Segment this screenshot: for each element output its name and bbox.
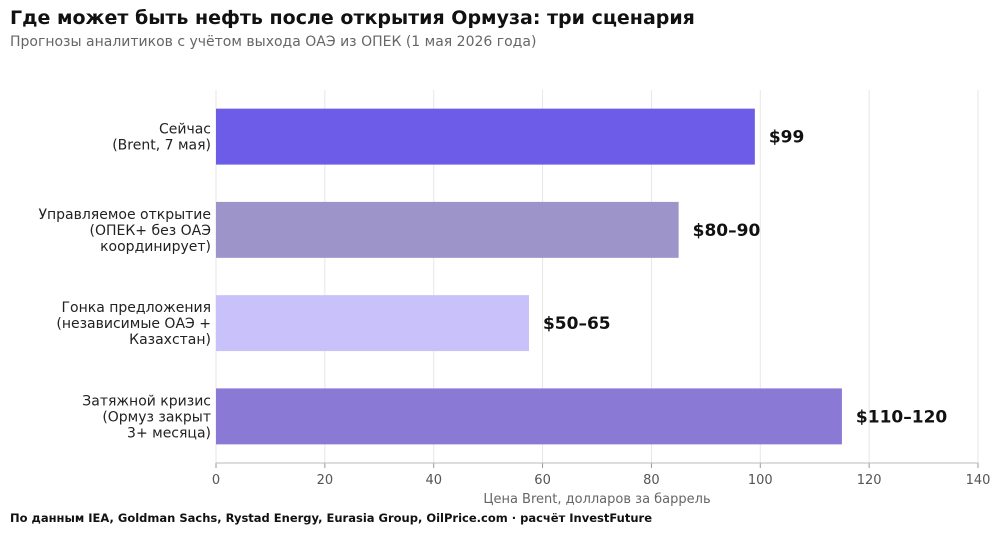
x-tick-label: 60 [534,473,551,488]
category-label: Затяжной кризис (Ормуз закрыт 3+ месяца) [82,393,211,441]
chart-subtitle: Прогнозы аналитиков с учётом выхода ОАЭ … [10,34,537,50]
x-axis-title: Цена Brent, долларов за баррель [483,492,710,507]
category-label-line: (Ормуз закрыт [102,409,211,425]
x-tick-label: 20 [317,473,334,488]
value-labels: $99 $80–90 $50–65 $110–120 [543,128,947,428]
x-tick-label: 0 [212,473,220,488]
category-label-line: Затяжной кризис [82,393,211,409]
x-tick-label: 80 [643,473,660,488]
category-label: Управляемое открытие (ОПЕК+ без ОАЭ коорди… [38,207,211,255]
category-label-line: (ОПЕК+ без ОАЭ [90,223,212,239]
category-label: Сейчас (Brent, 7 мая) [112,122,211,154]
data-label: $99 [769,128,805,148]
category-label-line: координирует) [100,239,211,255]
bars [216,108,842,445]
x-tick-label: 40 [425,473,442,488]
data-label: $50–65 [543,314,611,334]
category-label-line: Казахстан) [129,332,211,348]
category-label: Гонка предложения (независимые ОАЭ + Казах… [56,300,211,348]
category-labels: Сейчас (Brent, 7 мая) Управляемое открытие… [38,122,211,442]
x-tick-label: 140 [966,473,991,488]
bar [216,388,842,445]
bar [216,108,755,165]
source-note: По данным IEA, Goldman Sachs, Rystad Ene… [10,511,652,525]
category-label-line: (Brent, 7 мая) [112,138,211,154]
data-label: $110–120 [856,407,947,427]
bar [216,295,529,352]
chart-title: Где может быть нефть после открытия Орму… [10,7,695,29]
category-label-line: Сейчас [159,122,211,138]
x-tick-label: 120 [857,473,882,488]
x-tick-label: 100 [748,473,773,488]
data-label: $80–90 [693,221,761,241]
category-label-line: Гонка предложения [62,300,212,316]
category-label-line: 3+ месяца) [127,425,211,441]
x-axis-ticks: 0 20 40 60 80 100 120 140 [212,463,991,488]
category-label-line: (независимые ОАЭ + [56,316,211,332]
category-label-line: Управляемое открытие [38,207,211,223]
bar [216,201,679,258]
